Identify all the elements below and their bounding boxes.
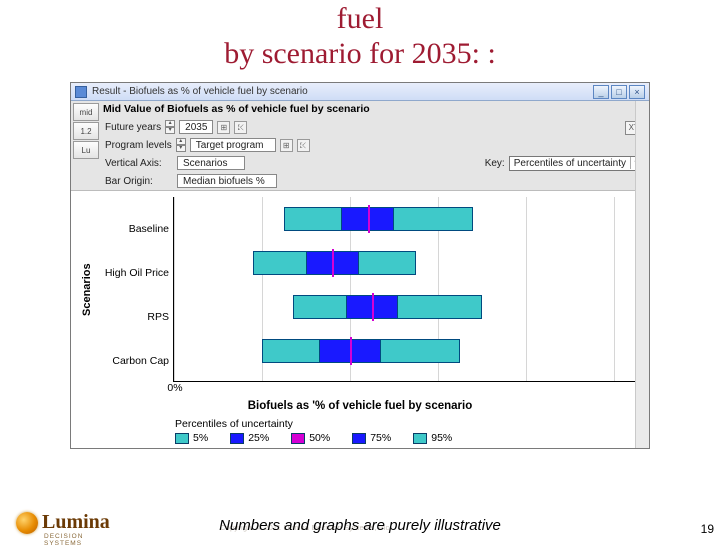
vertical-scrollbar[interactable] [635, 101, 649, 448]
title-line-2: by scenario for 2035: : [0, 37, 720, 72]
legend-item: 95% [413, 432, 452, 444]
y-axis-title: Scenarios [79, 197, 95, 382]
footer-note: Numbers and graphs are purely illustrati… [0, 517, 720, 534]
view-mode-buttons: mid 1.2 Lu [71, 101, 101, 190]
median-line [332, 249, 334, 277]
y-axis-labels: BaselineHigh Oil PriceRPSCarbon Cap [95, 197, 173, 383]
program-levels-value[interactable]: Target program [190, 138, 276, 152]
median-line [368, 205, 370, 233]
maximize-button[interactable]: □ [611, 85, 627, 99]
legend-label: 95% [431, 432, 452, 444]
legend-swatch [175, 433, 189, 444]
legend-item: 25% [230, 432, 269, 444]
legend: Percentiles of uncertainty 5% 25% 50% 75% 95… [79, 416, 641, 444]
legend-item: 50% [291, 432, 330, 444]
key-dropdown[interactable]: Percentiles of uncertainty ▾ [509, 156, 645, 171]
vertical-axis-value[interactable]: Scenarios [177, 156, 245, 170]
chart-area: Scenarios BaselineHigh Oil PriceRPSCarbo… [71, 191, 649, 448]
program-levels-spinner[interactable]: ▴▾ [176, 138, 186, 152]
future-years-spinner[interactable]: ▴▾ [165, 120, 175, 134]
y-tick-label: Carbon Cap [95, 329, 169, 383]
legend-label: 75% [370, 432, 391, 444]
legend-swatch [352, 433, 366, 444]
totals-icon[interactable]: ⊞ [217, 121, 230, 134]
toolbar: mid 1.2 Lu Mid Value of Biofuels as % of… [71, 101, 649, 191]
view-btn-mid[interactable]: mid [73, 103, 99, 121]
legend-item: 5% [175, 432, 208, 444]
x-tick-label: 0% [167, 382, 182, 394]
legend-label: 50% [309, 432, 330, 444]
legend-label: 5% [193, 432, 208, 444]
view-btn-chart[interactable]: Lu [73, 141, 99, 159]
minimize-button[interactable]: _ [593, 85, 609, 99]
title-line-1: fuel [0, 2, 720, 37]
legend-label: 25% [248, 432, 269, 444]
chart-plot [173, 197, 641, 382]
result-subtitle: Mid Value of Biofuels as % of vehicle fu… [101, 101, 649, 118]
x-axis-ticks: 0% [175, 382, 641, 398]
gridline [526, 197, 527, 381]
vertical-axis-label: Vertical Axis: [105, 158, 173, 169]
window-titlebar[interactable]: Result - Biofuels as % of vehicle fuel b… [71, 83, 649, 101]
key-label: Key: [485, 158, 505, 169]
median-line [350, 337, 352, 365]
legend-item: 75% [352, 432, 391, 444]
totals-icon-2[interactable]: ⊞ [280, 139, 293, 152]
app-icon [75, 86, 87, 98]
legend-items: 5% 25% 50% 75% 95% [175, 432, 641, 444]
legend-title: Percentiles of uncertainty [175, 418, 641, 430]
result-window: Result - Biofuels as % of vehicle fuel b… [70, 82, 650, 449]
pivot-icon-2[interactable]: ⤪ [297, 139, 310, 152]
close-button[interactable]: × [629, 85, 645, 99]
legend-swatch [413, 433, 427, 444]
program-levels-label: Program levels [105, 140, 172, 151]
legend-swatch [230, 433, 244, 444]
slide-title: fuel by scenario for 2035: : [0, 0, 720, 71]
future-years-label: Future years [105, 122, 161, 133]
key-value: Percentiles of uncertainty [514, 158, 626, 169]
pivot-icon[interactable]: ⤪ [234, 121, 247, 134]
legend-swatch [291, 433, 305, 444]
bar-origin-value[interactable]: Median biofuels % [177, 174, 277, 188]
median-line [372, 293, 374, 321]
window-title: Result - Biofuels as % of vehicle fuel b… [92, 86, 593, 97]
view-btn-table[interactable]: 1.2 [73, 122, 99, 140]
page-number: 19 [701, 522, 714, 536]
x-axis-title: Biofuels as '% of vehicle fuel by scenar… [79, 400, 641, 412]
gridline [614, 197, 615, 381]
future-years-value[interactable]: 2035 [179, 120, 213, 134]
bar-origin-label: Bar Origin: [105, 176, 173, 187]
logo-subtext: DECISION SYSTEMS [44, 533, 110, 547]
gridline [174, 197, 175, 381]
